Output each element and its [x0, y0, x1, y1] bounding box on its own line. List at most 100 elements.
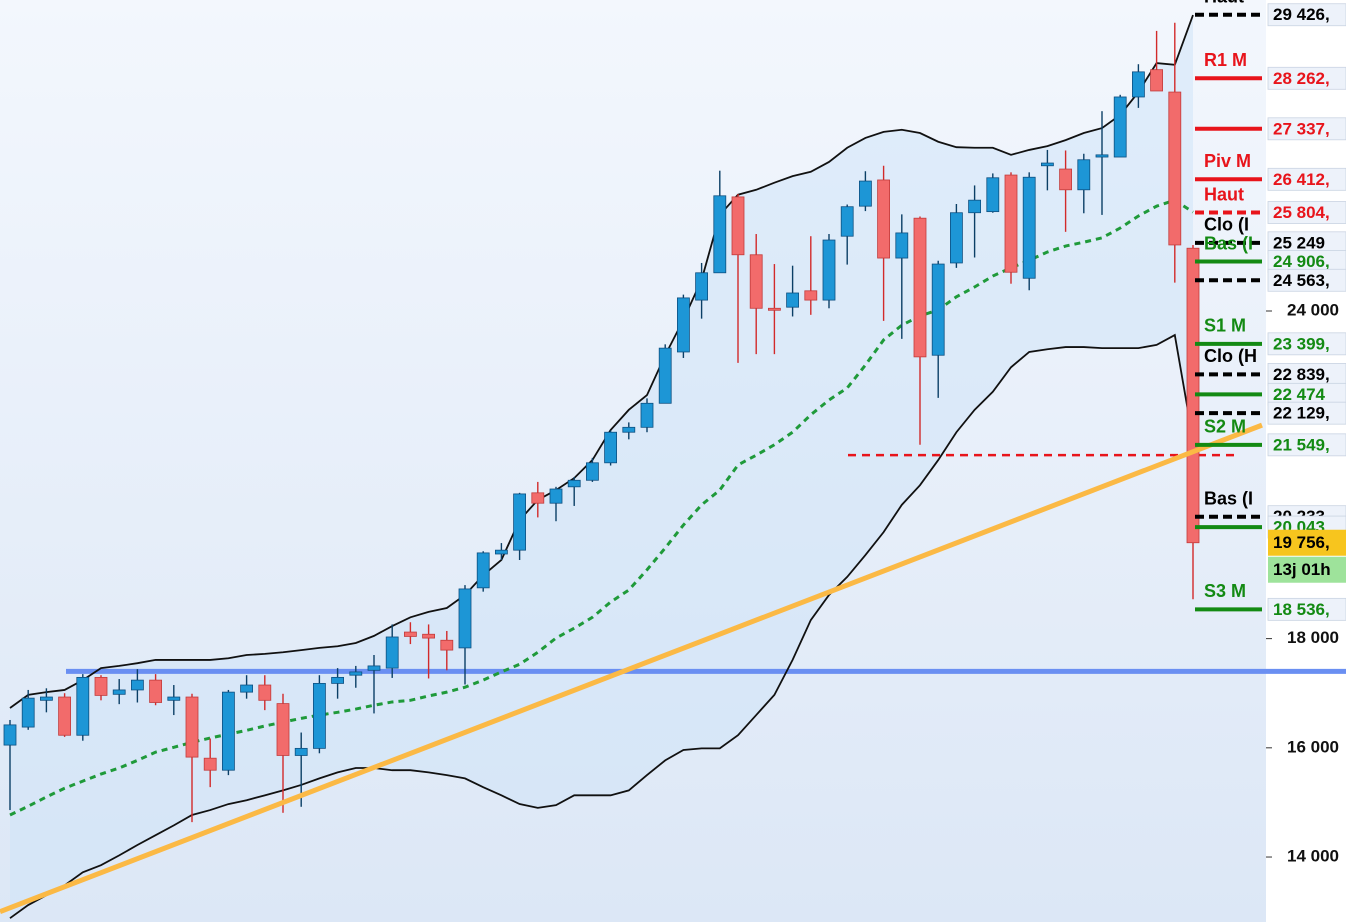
level-label-box	[1267, 332, 1346, 356]
candle-body	[294, 747, 308, 756]
candle-body	[312, 682, 326, 749]
candle-body	[94, 676, 108, 696]
candle-body	[1150, 69, 1163, 92]
candle-body	[768, 307, 781, 311]
level-label: 18 536,	[1273, 600, 1330, 619]
candle-body	[203, 757, 217, 771]
level-tag: Haut	[1204, 0, 1244, 6]
level-label-box	[1267, 401, 1346, 425]
countdown-label: 13j 01h	[1273, 560, 1331, 579]
candle-body	[549, 488, 563, 504]
candle-body	[513, 493, 526, 551]
candle-body	[840, 206, 854, 237]
level-tag: Haut	[1204, 184, 1244, 204]
level-tag: Bas (I	[1204, 233, 1253, 253]
level-label-box	[1267, 117, 1346, 141]
candle-body	[677, 297, 690, 353]
level-label-box	[1267, 201, 1346, 224]
level-label: 23 399,	[1273, 334, 1330, 353]
y-tick-label: 18 000	[1287, 628, 1339, 647]
candle-body	[349, 671, 363, 676]
level-label-box	[1267, 66, 1346, 90]
level-tag: Clo (H	[1204, 346, 1257, 366]
candle-body	[258, 684, 272, 701]
candle-body	[586, 462, 599, 481]
indicator-line	[9, 333, 1194, 919]
level-label: 22 474	[1273, 385, 1326, 404]
candle-body	[531, 492, 545, 504]
candle-body	[986, 177, 1000, 213]
level-label: 22 839,	[1273, 365, 1330, 384]
level-label: 22 129,	[1273, 404, 1330, 423]
candle-body	[494, 549, 508, 555]
candle-body	[276, 703, 290, 756]
candle-body	[149, 679, 163, 703]
candle-body	[58, 696, 71, 736]
candle-body	[931, 263, 945, 356]
price-axis	[1266, 0, 1346, 922]
candle-body	[185, 696, 199, 758]
candle-body	[422, 633, 436, 639]
candle-body	[3, 724, 17, 746]
level-label-box	[1267, 433, 1346, 457]
level-label-box	[1267, 597, 1346, 621]
candle-body	[786, 292, 799, 308]
candle-body	[640, 402, 654, 428]
candle-body	[1113, 96, 1127, 158]
candle-body	[1059, 168, 1072, 191]
candle-body	[367, 665, 381, 671]
candle-body	[21, 697, 35, 728]
candle-body	[240, 684, 254, 693]
level-label: 26 412,	[1273, 170, 1330, 189]
candle-body	[1077, 159, 1091, 191]
candle-body	[749, 254, 763, 309]
candle-body	[167, 696, 181, 701]
candle-body	[895, 232, 909, 259]
level-tag: S3 M	[1204, 581, 1246, 601]
y-tick-label: 24 000	[1287, 300, 1339, 319]
candle-body	[1004, 174, 1018, 273]
candle-body	[622, 426, 636, 433]
candle-body	[331, 676, 345, 684]
candle-body	[1041, 162, 1054, 167]
level-label: 28 262,	[1273, 69, 1330, 88]
candle-body	[476, 552, 490, 589]
level-tag: S1 M	[1204, 316, 1246, 336]
y-tick-label: 14 000	[1287, 847, 1339, 866]
candle-body	[40, 696, 53, 701]
candle-body	[567, 479, 581, 488]
candle-body	[1022, 176, 1036, 279]
level-label: 27 337,	[1273, 119, 1330, 138]
candle-body	[130, 679, 144, 691]
level-tag: Clo (I	[1204, 215, 1249, 235]
level-label: 24 563,	[1273, 271, 1330, 290]
level-label: 25 804,	[1273, 203, 1330, 222]
level-label: 25 249	[1273, 233, 1325, 252]
level-tag: Piv M	[1204, 151, 1251, 171]
candle-body	[877, 179, 890, 259]
y-tick-label: 16 000	[1287, 737, 1339, 756]
level-label-box	[1267, 268, 1346, 292]
level-tag: Bas (I	[1204, 488, 1253, 508]
candle-body	[403, 631, 417, 637]
level-label-box	[1267, 167, 1346, 191]
level-tag: R1 M	[1204, 50, 1247, 70]
candle-body	[913, 217, 927, 358]
candle-body	[731, 196, 745, 256]
indicator-line	[9, 14, 1194, 709]
candle-body	[1168, 91, 1182, 246]
candle-body	[859, 180, 872, 207]
countdown-box	[1268, 556, 1346, 583]
indicator-line	[9, 198, 1194, 817]
level-label: 29 426,	[1273, 5, 1330, 24]
level-tag: S2 M	[1204, 417, 1246, 437]
candle-body	[112, 689, 126, 695]
candle-body	[713, 195, 727, 274]
trendline	[0, 422, 1263, 914]
candle-body	[968, 199, 981, 214]
candle-body	[658, 347, 672, 404]
level-label-box	[1267, 3, 1346, 27]
candle-body	[1132, 71, 1145, 98]
